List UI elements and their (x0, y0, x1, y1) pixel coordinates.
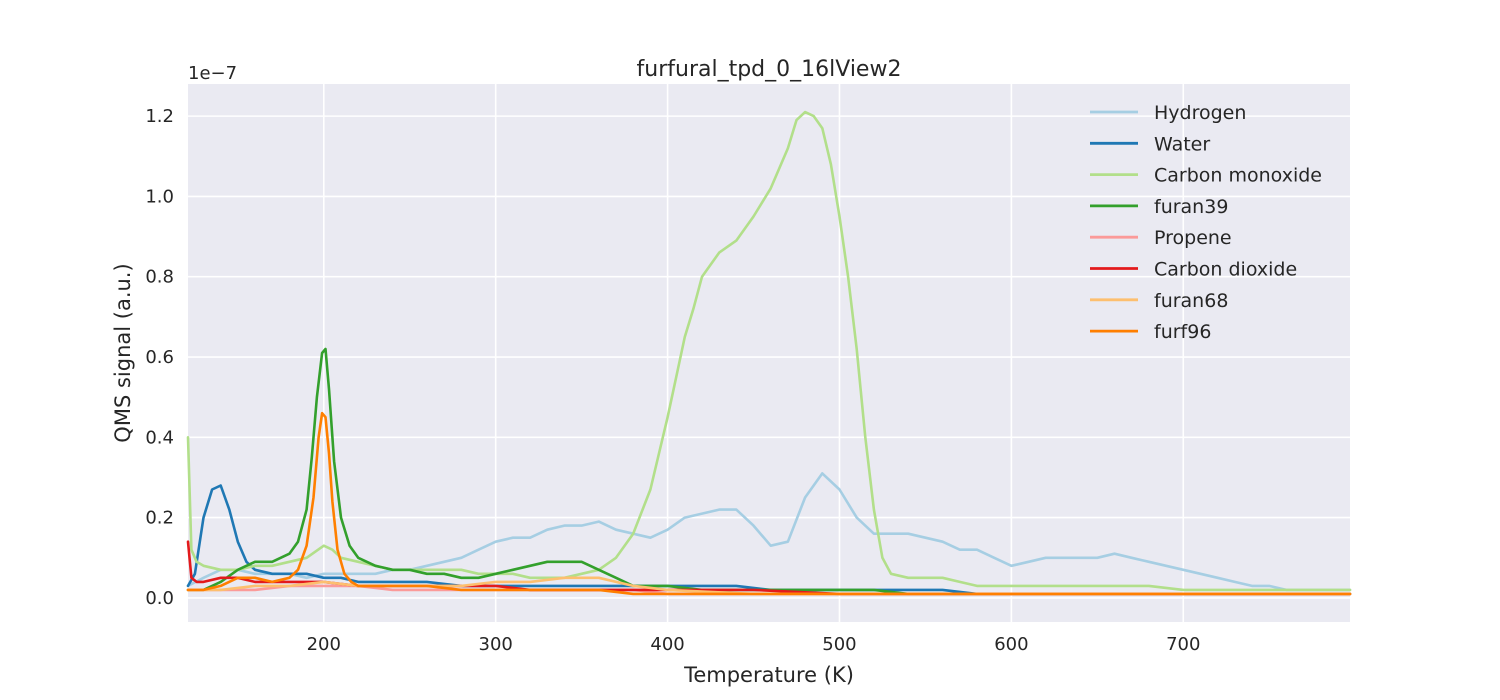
legend-label-1: Water (1154, 133, 1210, 155)
y-tick-label: 1.2 (145, 106, 174, 127)
series-layer (186, 110, 1352, 596)
x-tick-label: 700 (1166, 634, 1200, 655)
plot-background (188, 84, 1350, 622)
legend-label-5: Carbon dioxide (1154, 259, 1297, 281)
y-axis-ticks: 0.0 0.2 0.4 0.6 0.8 1.0 1.2 (145, 106, 174, 609)
y-tick-label: 0.6 (145, 347, 174, 368)
x-tick-label: 300 (479, 634, 513, 655)
legend-label-0: Hydrogen (1154, 102, 1246, 124)
y-tick-label: 0.0 (145, 588, 174, 609)
grid (188, 84, 1350, 622)
legend-label-6: furan68 (1154, 290, 1228, 312)
x-axis-ticks: 200 300 400 500 600 700 (307, 634, 1201, 655)
y-tick-label: 1.0 (145, 186, 174, 207)
legend-label-4: Propene (1154, 227, 1232, 249)
series-line-0 (186, 472, 1352, 592)
y-axis-label: QMS signal (a.u.) (111, 263, 135, 442)
x-axis-label: Temperature (K) (683, 663, 854, 687)
x-tick-label: 600 (994, 634, 1028, 655)
y-offset-label: 1e−7 (188, 63, 237, 84)
legend-label-3: furan39 (1154, 196, 1228, 218)
series-line-2 (186, 110, 1352, 592)
y-tick-label: 0.4 (145, 427, 174, 448)
chart-title: furfural_tpd_0_16lView2 (637, 57, 902, 82)
y-tick-label: 0.8 (145, 267, 174, 288)
legend: Hydrogen Water Carbon monoxide furan39 Prope… (1090, 102, 1322, 343)
series-line-7 (186, 411, 1352, 596)
legend-label-7: furf96 (1154, 321, 1211, 343)
y-tick-label: 0.2 (145, 508, 174, 529)
x-tick-label: 500 (822, 634, 856, 655)
x-tick-label: 400 (650, 634, 684, 655)
x-tick-label: 200 (307, 634, 341, 655)
legend-label-2: Carbon monoxide (1154, 165, 1322, 187)
